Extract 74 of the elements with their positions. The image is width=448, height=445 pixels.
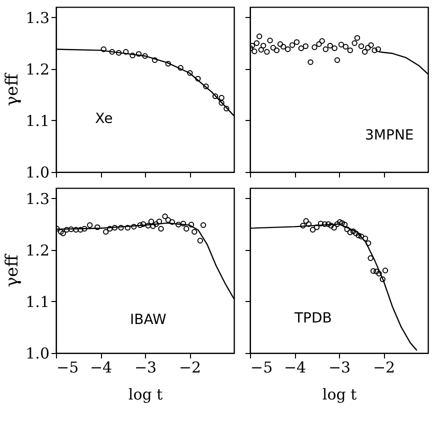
x-axis-title: log t <box>128 386 163 404</box>
x-tick-label: −3 <box>328 358 351 376</box>
point <box>316 41 322 47</box>
point <box>116 50 122 56</box>
point <box>136 51 142 57</box>
y-tick-label: 1.2 <box>26 241 50 260</box>
point <box>312 44 318 50</box>
y-axis-title: γeff <box>2 72 23 106</box>
x-tick-label: −4 <box>90 358 112 376</box>
y-tick-label: 1.2 <box>26 60 50 78</box>
point <box>254 40 260 46</box>
point <box>252 48 258 54</box>
point <box>334 57 340 63</box>
point <box>298 45 304 52</box>
point <box>152 57 158 63</box>
point <box>362 49 368 55</box>
annotation: Xe <box>95 111 113 128</box>
annotation: 3MPNE <box>365 128 414 144</box>
annotation: TPDB <box>294 310 332 326</box>
point <box>260 42 266 49</box>
point <box>256 34 262 40</box>
x-tick-label: −5 <box>250 358 273 376</box>
point <box>342 44 349 50</box>
x-axis-title: log t <box>322 386 357 404</box>
point <box>195 76 201 82</box>
point <box>368 42 374 48</box>
point <box>280 44 286 50</box>
point <box>130 52 136 58</box>
y-tick-label: 1.1 <box>26 112 50 130</box>
point <box>224 106 230 112</box>
point <box>322 46 328 52</box>
y-axis-title: γeff <box>2 252 23 288</box>
point <box>294 39 300 45</box>
point <box>109 49 115 55</box>
point <box>218 100 224 106</box>
point <box>178 65 184 71</box>
point <box>332 45 338 52</box>
y-tick-label: 1.1 <box>26 292 50 311</box>
point <box>365 44 371 51</box>
x-tick-label: −2 <box>372 358 396 376</box>
point <box>319 38 325 44</box>
point <box>270 44 276 51</box>
point <box>258 46 264 53</box>
point <box>264 49 270 55</box>
point <box>187 70 193 76</box>
point <box>274 47 280 54</box>
point <box>212 93 218 100</box>
point <box>203 84 209 90</box>
point <box>302 43 308 50</box>
point <box>347 47 353 54</box>
point <box>354 35 360 41</box>
point <box>165 60 171 67</box>
y-tick-label: 1.3 <box>26 8 50 27</box>
annotation: IBAW <box>130 312 167 328</box>
point <box>218 94 224 101</box>
point <box>338 42 344 48</box>
point <box>308 59 314 66</box>
point <box>289 42 296 48</box>
point <box>142 53 148 59</box>
y-tick-label: 1.0 <box>26 164 50 182</box>
point <box>267 38 273 44</box>
point <box>284 46 291 52</box>
x-tick-label: −4 <box>284 358 306 376</box>
point <box>352 40 358 46</box>
y-tick-label: 1.3 <box>26 190 50 208</box>
point <box>123 49 129 55</box>
point <box>277 41 284 47</box>
x-tick-label: −2 <box>178 358 202 376</box>
point <box>327 42 333 49</box>
point <box>100 46 106 52</box>
point <box>358 43 364 50</box>
x-tick-label: −5 <box>56 358 79 376</box>
y-tick-label: 1.0 <box>26 344 50 362</box>
x-tick-label: −3 <box>134 358 157 376</box>
